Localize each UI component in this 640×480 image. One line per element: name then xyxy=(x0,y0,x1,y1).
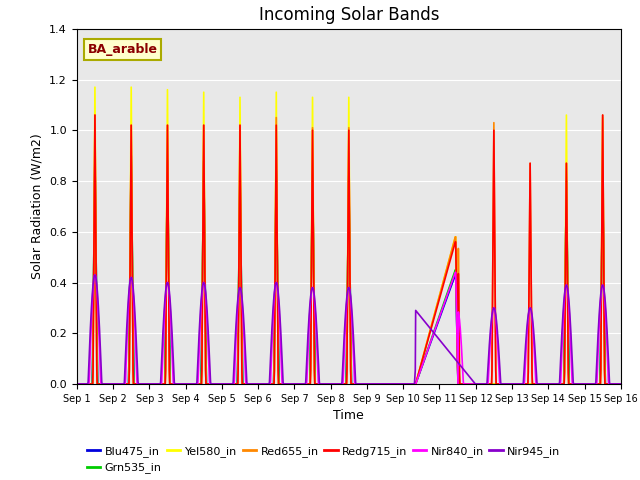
Redg715_in xyxy=(433,304,441,310)
Red655_in xyxy=(73,381,81,387)
Nir840_in xyxy=(255,381,262,387)
Red655_in xyxy=(255,381,263,387)
Line: Blu475_in: Blu475_in xyxy=(77,156,620,384)
Line: Yel580_in: Yel580_in xyxy=(77,87,620,384)
Nir945_in xyxy=(91,272,99,278)
Nir945_in xyxy=(504,381,512,387)
Red655_in xyxy=(181,381,189,387)
Yel580_in xyxy=(181,381,189,387)
Grn535_in xyxy=(181,381,189,387)
Grn535_in xyxy=(91,153,99,158)
Grn535_in xyxy=(73,381,81,387)
Nir945_in xyxy=(194,353,202,359)
Blu475_in xyxy=(433,322,441,328)
Nir945_in xyxy=(255,381,263,387)
Red655_in xyxy=(504,381,512,387)
Blu475_in xyxy=(504,381,512,387)
Grn535_in xyxy=(255,381,263,387)
Redg715_in xyxy=(73,381,81,387)
Yel580_in xyxy=(616,381,624,387)
Red655_in xyxy=(616,381,624,387)
Nir840_in xyxy=(451,269,459,275)
Text: BA_arable: BA_arable xyxy=(88,43,157,56)
X-axis label: Time: Time xyxy=(333,409,364,422)
Grn535_in xyxy=(504,381,512,387)
Redg715_in xyxy=(552,381,560,387)
Nir945_in xyxy=(433,334,441,340)
Nir840_in xyxy=(194,381,202,387)
Yel580_in xyxy=(255,381,263,387)
Line: Nir945_in: Nir945_in xyxy=(77,275,620,384)
Nir945_in xyxy=(181,381,189,387)
Yel580_in xyxy=(552,381,560,387)
Yel580_in xyxy=(73,381,81,387)
Nir840_in xyxy=(616,381,624,387)
Blu475_in xyxy=(181,381,189,387)
Line: Nir840_in: Nir840_in xyxy=(77,272,620,384)
Blu475_in xyxy=(91,153,99,158)
Title: Incoming Solar Bands: Incoming Solar Bands xyxy=(259,6,439,24)
Red655_in xyxy=(194,381,202,387)
Grn535_in xyxy=(616,381,624,387)
Nir840_in xyxy=(180,381,188,387)
Yel580_in xyxy=(433,301,441,307)
Blu475_in xyxy=(616,381,624,387)
Blu475_in xyxy=(73,381,81,387)
Nir840_in xyxy=(73,381,81,387)
Redg715_in xyxy=(504,381,512,387)
Nir840_in xyxy=(433,322,441,327)
Nir945_in xyxy=(73,381,81,387)
Blu475_in xyxy=(552,381,560,387)
Blu475_in xyxy=(194,381,202,387)
Red655_in xyxy=(552,381,560,387)
Nir945_in xyxy=(552,381,560,387)
Redg715_in xyxy=(255,381,263,387)
Line: Redg715_in: Redg715_in xyxy=(77,115,620,384)
Red655_in xyxy=(91,112,99,118)
Y-axis label: Solar Radiation (W/m2): Solar Radiation (W/m2) xyxy=(31,133,44,279)
Yel580_in xyxy=(194,381,202,387)
Line: Grn535_in: Grn535_in xyxy=(77,156,620,384)
Legend: Blu475_in, Grn535_in, Yel580_in, Red655_in, Redg715_in, Nir840_in, Nir945_in: Blu475_in, Grn535_in, Yel580_in, Red655_… xyxy=(83,442,565,478)
Redg715_in xyxy=(181,381,189,387)
Blu475_in xyxy=(255,381,263,387)
Redg715_in xyxy=(194,381,202,387)
Nir840_in xyxy=(504,381,512,387)
Yel580_in xyxy=(504,381,512,387)
Grn535_in xyxy=(194,381,202,387)
Yel580_in xyxy=(91,84,99,90)
Redg715_in xyxy=(91,112,99,118)
Grn535_in xyxy=(552,381,560,387)
Line: Red655_in: Red655_in xyxy=(77,115,620,384)
Redg715_in xyxy=(616,381,624,387)
Red655_in xyxy=(433,301,441,307)
Grn535_in xyxy=(433,319,441,325)
Nir840_in xyxy=(552,381,560,387)
Nir945_in xyxy=(616,381,624,387)
